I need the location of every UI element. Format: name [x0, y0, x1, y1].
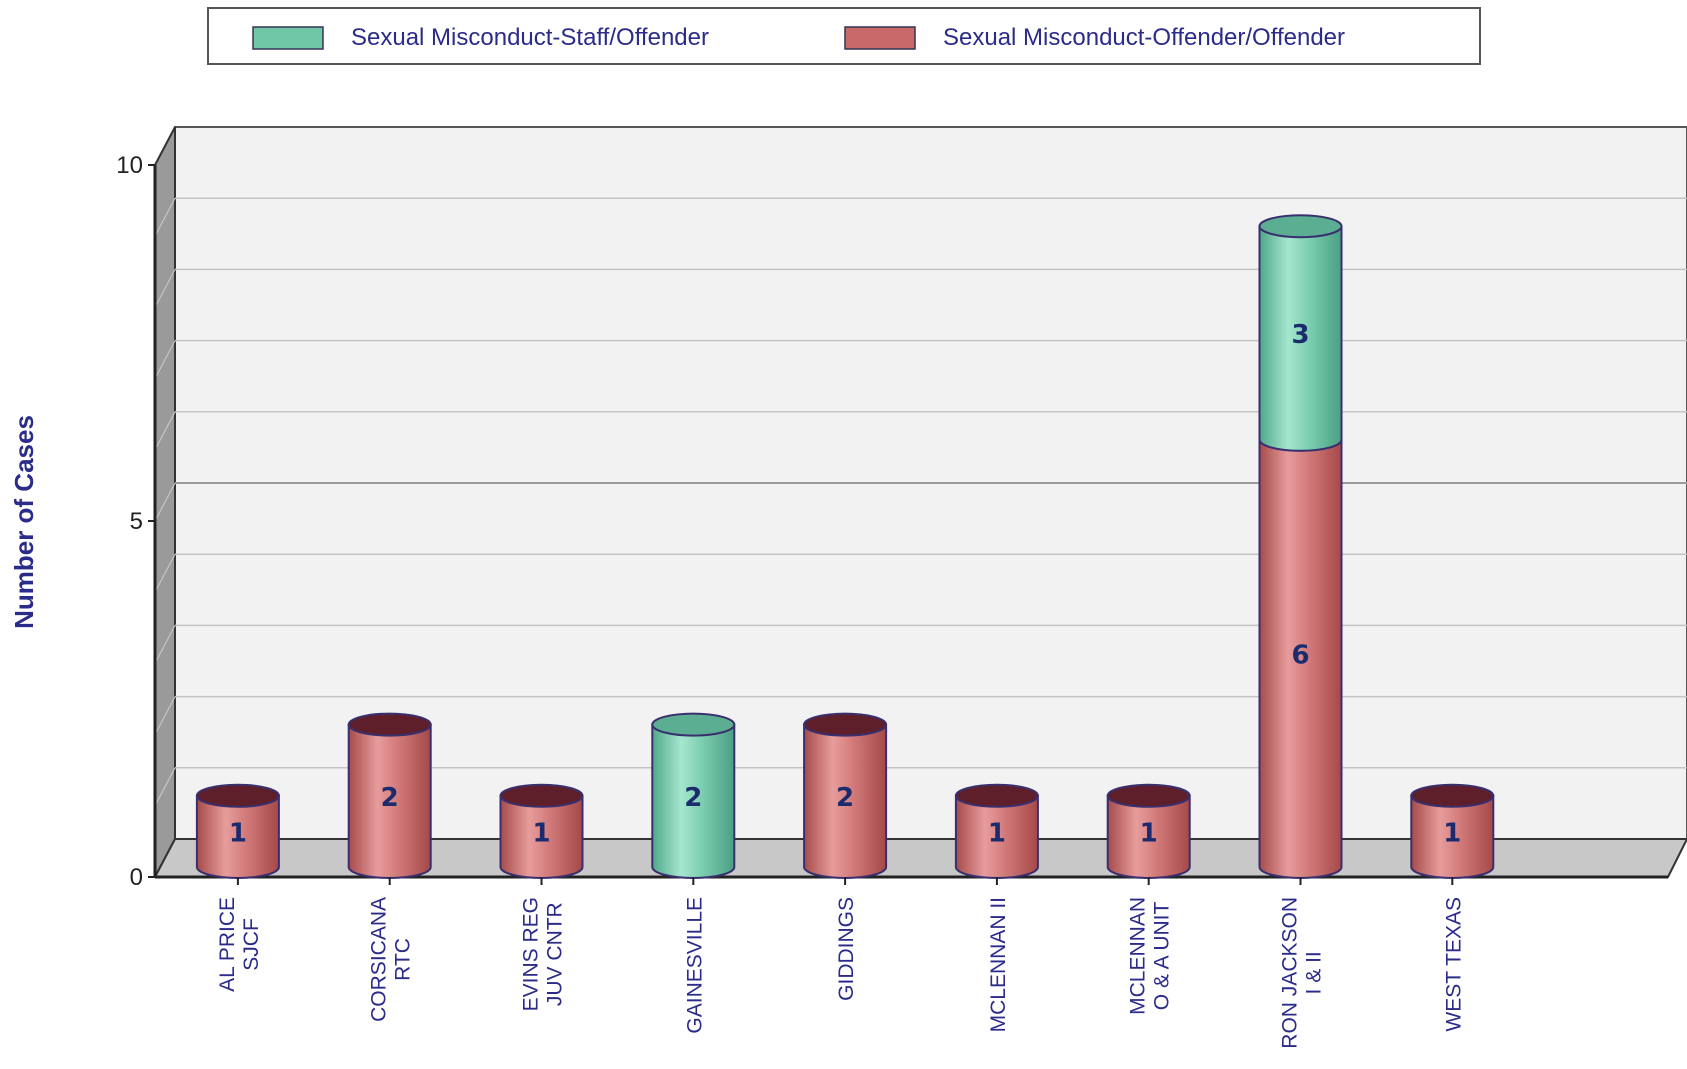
data-label: 6	[1291, 640, 1309, 670]
gridline-side	[154, 696, 176, 735]
y-tick-label: 0	[130, 864, 143, 891]
x-axis: AL PRICESJCF CORSICANARTC EVINS REGJUV CNT…	[216, 877, 1465, 1049]
gridlines	[154, 197, 1687, 807]
x-tick-label: WEST TEXAS	[1442, 897, 1465, 1032]
bar-top	[499, 783, 584, 808]
y-tick-label: 5	[130, 508, 143, 535]
legend-label: Sexual Misconduct-Staff/Offender	[351, 24, 709, 51]
bar-top	[195, 783, 280, 808]
bar-body	[499, 794, 584, 879]
bar-top	[651, 712, 736, 737]
gridline-side	[154, 411, 176, 451]
bar: 1	[1410, 783, 1495, 879]
bar: 2	[803, 712, 888, 879]
gridline-side	[154, 625, 176, 664]
data-label: 2	[684, 783, 702, 813]
x-tick-label: MCLENNANO & A UNIT	[1127, 897, 1174, 1015]
bar-body	[803, 723, 888, 879]
legend-box	[207, 7, 1481, 65]
gridline-side	[154, 340, 176, 379]
gridline-side	[154, 197, 176, 237]
gridline-side	[154, 482, 176, 522]
data-label: 1	[988, 818, 1006, 848]
bar-top	[1258, 214, 1343, 239]
bar-body	[347, 723, 432, 879]
data-label: 1	[532, 818, 550, 848]
data-label: 1	[229, 818, 247, 848]
bar: 6	[1258, 438, 1343, 879]
bar-body	[651, 723, 736, 879]
bar: 2	[347, 712, 432, 879]
x-tick-label: GIDDINGS	[835, 897, 858, 1001]
bar: 3	[1258, 214, 1343, 452]
bar: 1	[1106, 783, 1191, 879]
y-tick-label: 10	[116, 152, 143, 179]
bar-body	[1258, 438, 1343, 879]
gridline-side	[154, 553, 176, 593]
bar-top	[954, 783, 1039, 808]
gridline-side	[154, 767, 176, 807]
gridline-side	[154, 269, 176, 308]
bar-top	[803, 712, 888, 737]
bar-top	[1410, 783, 1495, 808]
x-tick-label: EVINS REGJUV CNTR	[520, 897, 567, 1011]
data-label: 1	[1443, 818, 1461, 848]
bar-body	[1106, 794, 1191, 879]
bar-body	[954, 794, 1039, 879]
bar-body	[1258, 225, 1343, 452]
bars: 1 2 1 2 2 1 1 6 3 1	[195, 214, 1495, 879]
x-tick-label: AL PRICESJCF	[216, 897, 263, 992]
y-axis: 0 5 10	[116, 152, 157, 891]
legend-swatch	[252, 26, 324, 50]
x-tick-label: CORSICANARTC	[368, 897, 415, 1022]
bar: 2	[651, 712, 736, 879]
bar-top	[1106, 783, 1191, 808]
bar: 1	[195, 783, 280, 879]
legend-label: Sexual Misconduct-Offender/Offender	[943, 24, 1345, 51]
data-label: 2	[836, 783, 854, 813]
data-label: 1	[1140, 818, 1158, 848]
legend-swatch	[844, 26, 916, 50]
bar: 1	[954, 783, 1039, 879]
legend: Sexual Misconduct-Staff/Offender Sexual M…	[207, 7, 1481, 65]
x-tick-label: GAINESVILLE	[683, 897, 706, 1034]
bar-body	[195, 794, 280, 879]
y-axis-label: Number of Cases	[9, 415, 39, 629]
x-tick-label: MCLENNAN II	[987, 897, 1010, 1032]
data-label: 3	[1291, 320, 1309, 350]
bar-top	[347, 712, 432, 737]
bar-body	[1410, 794, 1495, 879]
x-tick-label: RON JACKSONI & II	[1279, 897, 1326, 1049]
bar: 1	[499, 783, 584, 879]
data-label: 2	[381, 783, 399, 813]
